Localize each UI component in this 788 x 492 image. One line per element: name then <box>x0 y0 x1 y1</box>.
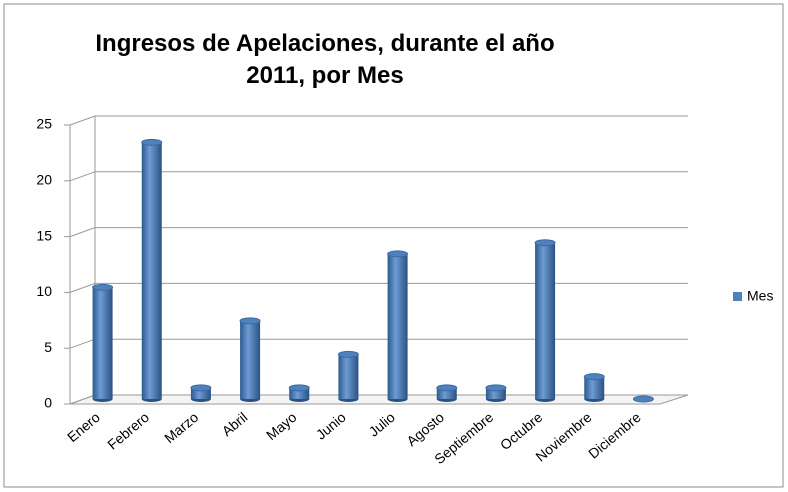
bar <box>338 354 359 399</box>
grid-line <box>69 115 96 126</box>
y-tick-label: 15 <box>36 227 52 243</box>
x-tick-label: Febrero <box>104 409 152 453</box>
bar <box>485 387 506 399</box>
legend-label: Mes <box>747 288 773 304</box>
bar-group <box>534 239 556 402</box>
bar-top <box>485 384 507 392</box>
bar-top <box>534 239 556 247</box>
x-tick-label: Agosto <box>403 409 447 449</box>
bar-group <box>436 384 458 402</box>
bar <box>584 376 605 399</box>
bar-group <box>485 384 507 402</box>
x-tick-label: Mayo <box>263 409 300 443</box>
bar <box>289 387 310 399</box>
legend-swatch <box>733 292 742 301</box>
grid-line <box>69 282 96 293</box>
grid-line <box>69 394 96 405</box>
y-tick-label: 25 <box>36 116 52 132</box>
bar <box>535 242 556 399</box>
bar-group <box>288 384 310 402</box>
bar-top <box>387 250 409 258</box>
x-tick-label: Diciembre <box>585 409 644 462</box>
bar <box>387 253 408 399</box>
bar-top <box>190 384 212 392</box>
bar-group <box>239 317 261 402</box>
bar-top <box>92 283 114 291</box>
x-tick-label: Julio <box>366 409 399 440</box>
bar <box>92 287 113 399</box>
bar-group <box>190 384 212 402</box>
chart-border <box>3 3 784 488</box>
x-tick-label: Enero <box>64 409 103 445</box>
bar-group <box>632 395 654 403</box>
bar-group <box>583 373 605 402</box>
y-tick-label: 5 <box>44 339 52 355</box>
bar-group <box>92 283 114 402</box>
bar-group <box>387 250 409 402</box>
bar-top <box>436 384 458 392</box>
x-tick-label: Marzo <box>161 409 201 446</box>
bar <box>436 387 457 399</box>
bar-top <box>239 317 261 325</box>
y-tick-label: 10 <box>36 283 52 299</box>
bar-top <box>288 384 310 392</box>
x-tick-label: Abril <box>219 409 251 439</box>
bar-top <box>141 138 163 146</box>
bar-group <box>337 350 359 402</box>
y-tick-label: 0 <box>44 395 52 411</box>
x-tick-label: Junio <box>313 409 349 443</box>
y-tick-label: 20 <box>36 172 52 188</box>
grid-line <box>69 171 96 182</box>
bar-top <box>583 373 605 381</box>
bar-group <box>141 138 163 402</box>
chart-title: Ingresos de Apelaciones, durante el año … <box>95 30 555 89</box>
bar <box>240 320 261 399</box>
grid-line <box>69 338 96 349</box>
bar-top <box>337 350 359 358</box>
bar-top <box>632 395 654 403</box>
bar <box>141 142 162 399</box>
bar <box>190 387 211 399</box>
grid-line <box>69 227 96 238</box>
